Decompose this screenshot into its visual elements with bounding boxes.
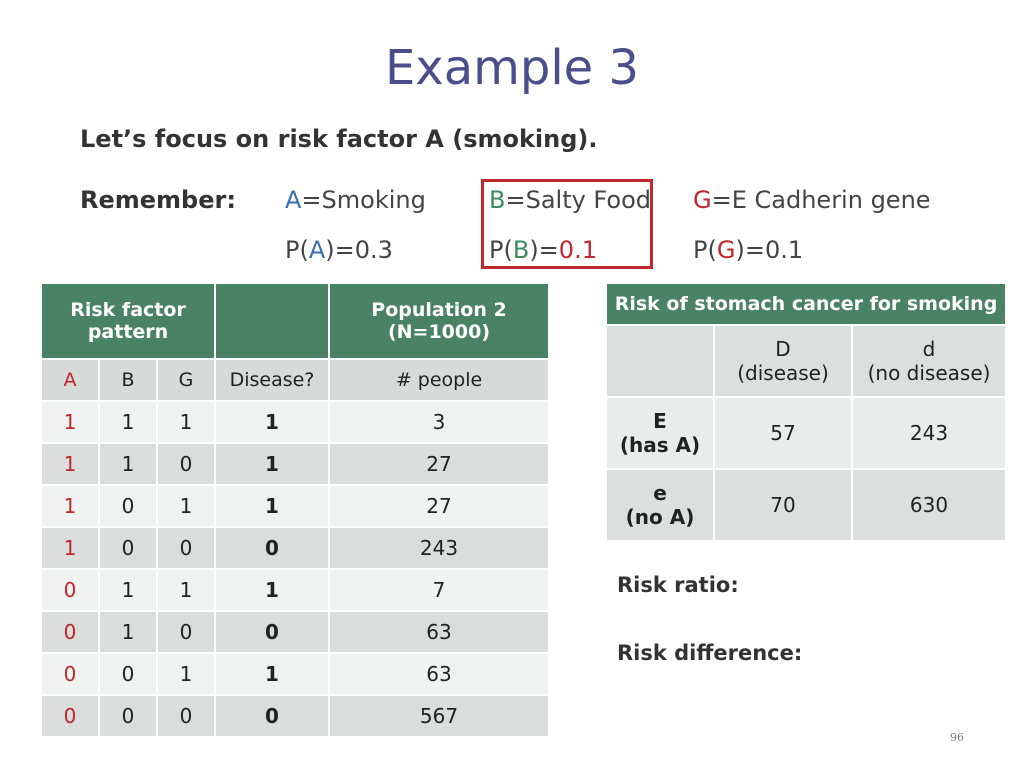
probability-a: P(A)=0.3 <box>285 236 393 264</box>
cell-a: 1 <box>40 400 100 444</box>
cell-a: 0 <box>40 652 100 696</box>
cell-disease: 1 <box>214 652 330 696</box>
row-header-exposed: E (has A) <box>605 396 715 470</box>
cell-b: 1 <box>98 568 158 612</box>
cell-people: 567 <box>328 694 550 738</box>
risk-contingency-table: Risk of stomach cancer for smoking D (di… <box>604 282 1008 542</box>
cell-b: 0 <box>98 484 158 528</box>
definition-g: G=E Cadherin gene <box>693 186 931 214</box>
cell-a: 0 <box>40 610 100 654</box>
cell-b: 1 <box>98 442 158 486</box>
cell-b: 0 <box>98 652 158 696</box>
risk-difference-label: Risk difference: <box>617 641 803 665</box>
column-header-a: A <box>40 358 100 402</box>
table-row: 0 0 1 1 63 <box>40 652 550 696</box>
slide-title: Example 3 <box>384 40 640 96</box>
column-header-people: # people <box>328 358 550 402</box>
cell-people: 243 <box>328 526 550 570</box>
cell-g: 1 <box>156 484 216 528</box>
contingency-title: Risk of stomach cancer for smoking <box>604 282 1008 326</box>
header-population: Population 2 (N=1000) <box>328 282 550 360</box>
table-row: 0 1 0 0 63 <box>40 610 550 654</box>
table-row: 1 0 0 0 243 <box>40 526 550 570</box>
page-number: 96 <box>950 731 964 744</box>
cell-a: 0 <box>40 694 100 738</box>
cell-g: 0 <box>156 610 216 654</box>
cell-exposed-disease: 57 <box>713 396 853 470</box>
probability-b: P(B)=0.1 <box>489 236 597 264</box>
cell-exposed-no-disease: 243 <box>850 396 1008 470</box>
highlight-box <box>481 179 653 269</box>
cell-b: 0 <box>98 694 158 738</box>
table-row: 1 0 1 1 27 <box>40 484 550 528</box>
cell-people: 7 <box>328 568 550 612</box>
cell-b: 0 <box>98 526 158 570</box>
cell-disease: 1 <box>214 484 330 528</box>
cell-people: 27 <box>328 484 550 528</box>
risk-pattern-table: Risk factor pattern Population 2 (N=1000… <box>40 282 550 738</box>
cell-g: 0 <box>156 442 216 486</box>
cell-disease: 1 <box>214 400 330 444</box>
cell-people: 27 <box>328 442 550 486</box>
col-header-no-disease: d (no disease) <box>850 324 1008 398</box>
cell-a: 1 <box>40 484 100 528</box>
cell-a: 1 <box>40 526 100 570</box>
cell-b: 1 <box>98 400 158 444</box>
corner-empty <box>605 324 715 398</box>
cell-disease: 1 <box>214 442 330 486</box>
definition-a: A=Smoking <box>285 186 426 214</box>
row-header-unexposed: e (no A) <box>605 468 715 542</box>
cell-disease: 0 <box>214 694 330 738</box>
table-row: 1 1 0 1 27 <box>40 442 550 486</box>
cell-g: 1 <box>156 652 216 696</box>
subtitle: Let’s focus on risk factor A (smoking). <box>80 125 598 153</box>
column-header-b: B <box>98 358 158 402</box>
remember-label: Remember: <box>80 186 236 214</box>
column-header-disease: Disease? <box>214 358 330 402</box>
cell-g: 1 <box>156 400 216 444</box>
cell-a: 0 <box>40 568 100 612</box>
cell-unexposed-no-disease: 630 <box>850 468 1008 542</box>
risk-ratio-label: Risk ratio: <box>617 573 739 597</box>
cell-b: 1 <box>98 610 158 654</box>
cell-disease: 1 <box>214 568 330 612</box>
probability-g: P(G)=0.1 <box>693 236 804 264</box>
cell-disease: 0 <box>214 610 330 654</box>
cell-g: 0 <box>156 526 216 570</box>
definition-b: B=Salty Food <box>489 186 651 214</box>
cell-g: 1 <box>156 568 216 612</box>
cell-disease: 0 <box>214 526 330 570</box>
header-risk-pattern: Risk factor pattern <box>40 282 216 360</box>
table-row: 0 0 0 0 567 <box>40 694 550 738</box>
header-empty <box>214 282 330 360</box>
column-header-g: G <box>156 358 216 402</box>
col-header-disease: D (disease) <box>713 324 853 398</box>
cell-unexposed-disease: 70 <box>713 468 853 542</box>
cell-people: 63 <box>328 652 550 696</box>
cell-a: 1 <box>40 442 100 486</box>
cell-people: 3 <box>328 400 550 444</box>
cell-people: 63 <box>328 610 550 654</box>
cell-g: 0 <box>156 694 216 738</box>
